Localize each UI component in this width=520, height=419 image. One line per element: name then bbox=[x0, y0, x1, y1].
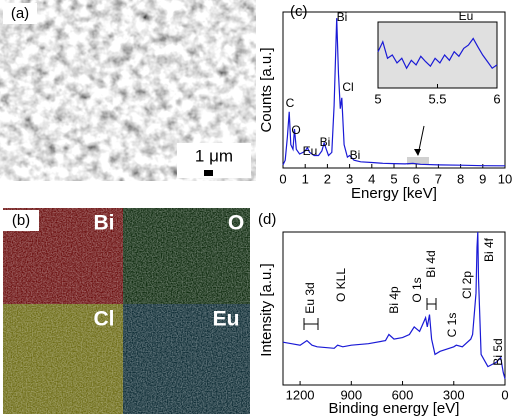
peak-label: O KLL bbox=[334, 268, 348, 302]
peak-label: O 1s bbox=[410, 277, 424, 302]
x-tick-label: 8 bbox=[457, 171, 464, 186]
peak-label: Eu 3d bbox=[303, 282, 317, 313]
peak-label: Bi bbox=[350, 148, 361, 162]
scale-box bbox=[177, 143, 251, 178]
x-tick-label: 5.5 bbox=[428, 91, 446, 106]
x-tick-label: 9 bbox=[479, 171, 486, 186]
peak-label: C 1s bbox=[445, 313, 459, 338]
x-tick-label: 7 bbox=[435, 171, 442, 186]
bracket bbox=[303, 298, 437, 330]
map-label: Cl bbox=[94, 308, 115, 331]
panel-label: (c) bbox=[290, 3, 308, 20]
inset-region bbox=[407, 157, 429, 165]
x-tick-label: 3 bbox=[346, 171, 353, 186]
peak-label: Bi 4p bbox=[387, 286, 401, 314]
inset-box bbox=[377, 21, 498, 89]
peak-label: C bbox=[286, 96, 295, 110]
label-box bbox=[3, 3, 37, 24]
peak-label: Bi bbox=[320, 135, 331, 149]
x-tick-label: 0 bbox=[501, 387, 508, 402]
peak-label: Eu bbox=[459, 9, 474, 23]
panel-label: (a) bbox=[11, 5, 29, 22]
x-tick-label: 5 bbox=[374, 91, 381, 106]
x-tick-label: 1200 bbox=[286, 387, 315, 402]
x-tick-label: 10 bbox=[498, 171, 512, 186]
x-tick-label: 1 bbox=[302, 171, 309, 186]
x-tick-label: 5 bbox=[390, 171, 397, 186]
x-tick-label: 4 bbox=[368, 171, 375, 186]
map-label: O bbox=[228, 212, 244, 235]
spectrum-line bbox=[282, 231, 506, 380]
scale-label: 1 μm bbox=[195, 146, 233, 165]
peak-label: Cl bbox=[342, 80, 353, 94]
y-axis-label: Counts [a.u.] bbox=[258, 47, 275, 132]
peak-label: Eu bbox=[303, 144, 318, 158]
plot-frame bbox=[282, 231, 506, 386]
x-tick-label: 6 bbox=[413, 171, 420, 186]
label-box bbox=[3, 210, 39, 231]
x-tick-label: 300 bbox=[443, 387, 465, 402]
panel-label: (d) bbox=[258, 211, 276, 228]
x-axis-label: Binding energy [eV] bbox=[329, 400, 460, 417]
map-label: Eu bbox=[213, 308, 240, 331]
x-axis-label: Energy [keV] bbox=[351, 185, 437, 202]
peak-label: Bi 4d bbox=[424, 250, 438, 277]
x-tick-label: 600 bbox=[392, 387, 414, 402]
scale-bar bbox=[204, 170, 213, 176]
x-tick-label: 900 bbox=[340, 387, 362, 402]
map-label: Bi bbox=[94, 212, 115, 235]
peak-label: Bi 5d bbox=[491, 338, 505, 365]
spectrum-line bbox=[377, 37, 498, 70]
map-texture bbox=[3, 208, 250, 414]
spectrum-line bbox=[282, 18, 506, 167]
peak-label: O bbox=[291, 123, 300, 137]
x-tick-label: 0 bbox=[279, 171, 286, 186]
x-tick-label: 2 bbox=[324, 171, 331, 186]
y-axis-label: Intensity [a.u.] bbox=[258, 263, 275, 356]
x-tick-label: 6 bbox=[493, 91, 500, 106]
peak-label: Cl 2p bbox=[460, 271, 474, 299]
panel-label: (b) bbox=[12, 212, 30, 229]
peak-label: Bi bbox=[337, 10, 348, 24]
peak-label: Bi 4f bbox=[482, 237, 496, 262]
arrow-head bbox=[414, 149, 421, 156]
